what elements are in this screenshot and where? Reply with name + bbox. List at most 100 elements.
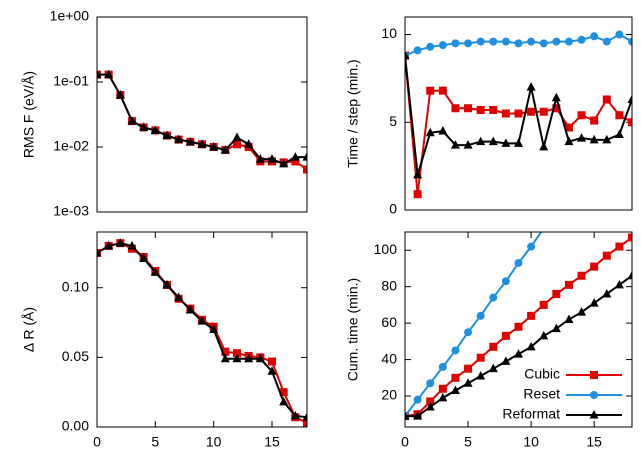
marker (564, 280, 573, 289)
marker (514, 258, 523, 267)
marker (464, 104, 473, 113)
marker (488, 363, 498, 373)
marker (464, 328, 473, 337)
marker (527, 242, 536, 251)
marker (209, 324, 219, 333)
marker (501, 356, 511, 365)
marker (150, 125, 160, 134)
marker (476, 37, 485, 46)
marker (615, 242, 624, 251)
y-tick-label: 1e-01 (53, 73, 89, 89)
marker (197, 139, 207, 148)
marker (209, 142, 219, 151)
marker (476, 136, 486, 146)
marker (232, 132, 242, 142)
marker (489, 342, 498, 351)
legend-label: Cubic (524, 366, 560, 382)
y-axis-label: Δ R (Å) (21, 307, 37, 352)
marker (590, 116, 599, 125)
marker (552, 289, 561, 298)
marker (302, 412, 307, 421)
marker (139, 253, 149, 262)
y-tick-label: 0.10 (62, 278, 89, 294)
y-tick-label: 100 (374, 241, 398, 257)
marker (290, 410, 300, 420)
y-tick-label: 1e-03 (53, 203, 89, 219)
marker (220, 144, 230, 154)
x-tick-label: 10 (523, 434, 539, 450)
marker (303, 418, 307, 427)
marker (405, 50, 410, 60)
marker (627, 94, 632, 103)
marker (514, 322, 523, 331)
y-axis-label: RMS F (eV/Å) (21, 71, 37, 158)
plot (97, 238, 307, 427)
marker (489, 293, 498, 302)
marker (303, 165, 307, 174)
marker (577, 133, 587, 142)
marker (526, 341, 536, 351)
marker (527, 107, 536, 116)
marker (451, 346, 460, 355)
marker (185, 305, 195, 314)
marker (476, 311, 485, 320)
marker (413, 169, 423, 179)
marker (232, 353, 242, 363)
x-tick-label: 5 (151, 434, 159, 450)
marker (539, 300, 548, 309)
marker (614, 129, 624, 139)
legend-marker (590, 391, 598, 399)
marker (590, 262, 599, 271)
marker (279, 158, 289, 168)
marker (413, 411, 423, 420)
marker (501, 277, 510, 286)
marker (426, 397, 435, 406)
marker (438, 86, 447, 95)
marker (451, 104, 460, 113)
marker (127, 116, 137, 125)
y-tick-label: 5 (389, 113, 397, 129)
marker (139, 122, 149, 131)
marker (564, 314, 574, 323)
marker (628, 118, 632, 127)
plot-frame (404, 16, 633, 211)
y-axis-label: Time / step (min.) (345, 59, 361, 167)
marker (590, 32, 599, 41)
marker (233, 140, 241, 149)
marker (514, 349, 523, 358)
x-tick-label: 15 (264, 434, 280, 450)
series-line (405, 55, 632, 195)
marker (438, 362, 447, 371)
marker (577, 111, 586, 120)
marker (627, 270, 632, 280)
marker (413, 46, 422, 55)
marker (197, 316, 207, 325)
marker (104, 69, 114, 79)
y-tick-label: 0.05 (62, 348, 89, 364)
marker (489, 37, 498, 46)
plot-frame (96, 231, 308, 428)
marker (476, 370, 486, 380)
marker (464, 39, 473, 48)
marker (426, 379, 435, 388)
marker (438, 126, 448, 135)
plot-frame (96, 16, 308, 213)
marker (97, 69, 102, 79)
marker (464, 364, 473, 373)
marker (615, 30, 624, 39)
marker (551, 92, 561, 102)
marker (302, 152, 307, 161)
marker (451, 39, 460, 48)
marker (279, 388, 288, 397)
marker (501, 37, 510, 46)
marker (527, 37, 536, 46)
marker (463, 140, 473, 149)
marker (438, 41, 447, 50)
y-tick-label: 60 (381, 314, 397, 330)
marker (501, 138, 511, 147)
marker (539, 330, 549, 340)
legend-label: Reset (523, 386, 560, 402)
marker (552, 104, 561, 113)
marker (174, 292, 184, 301)
